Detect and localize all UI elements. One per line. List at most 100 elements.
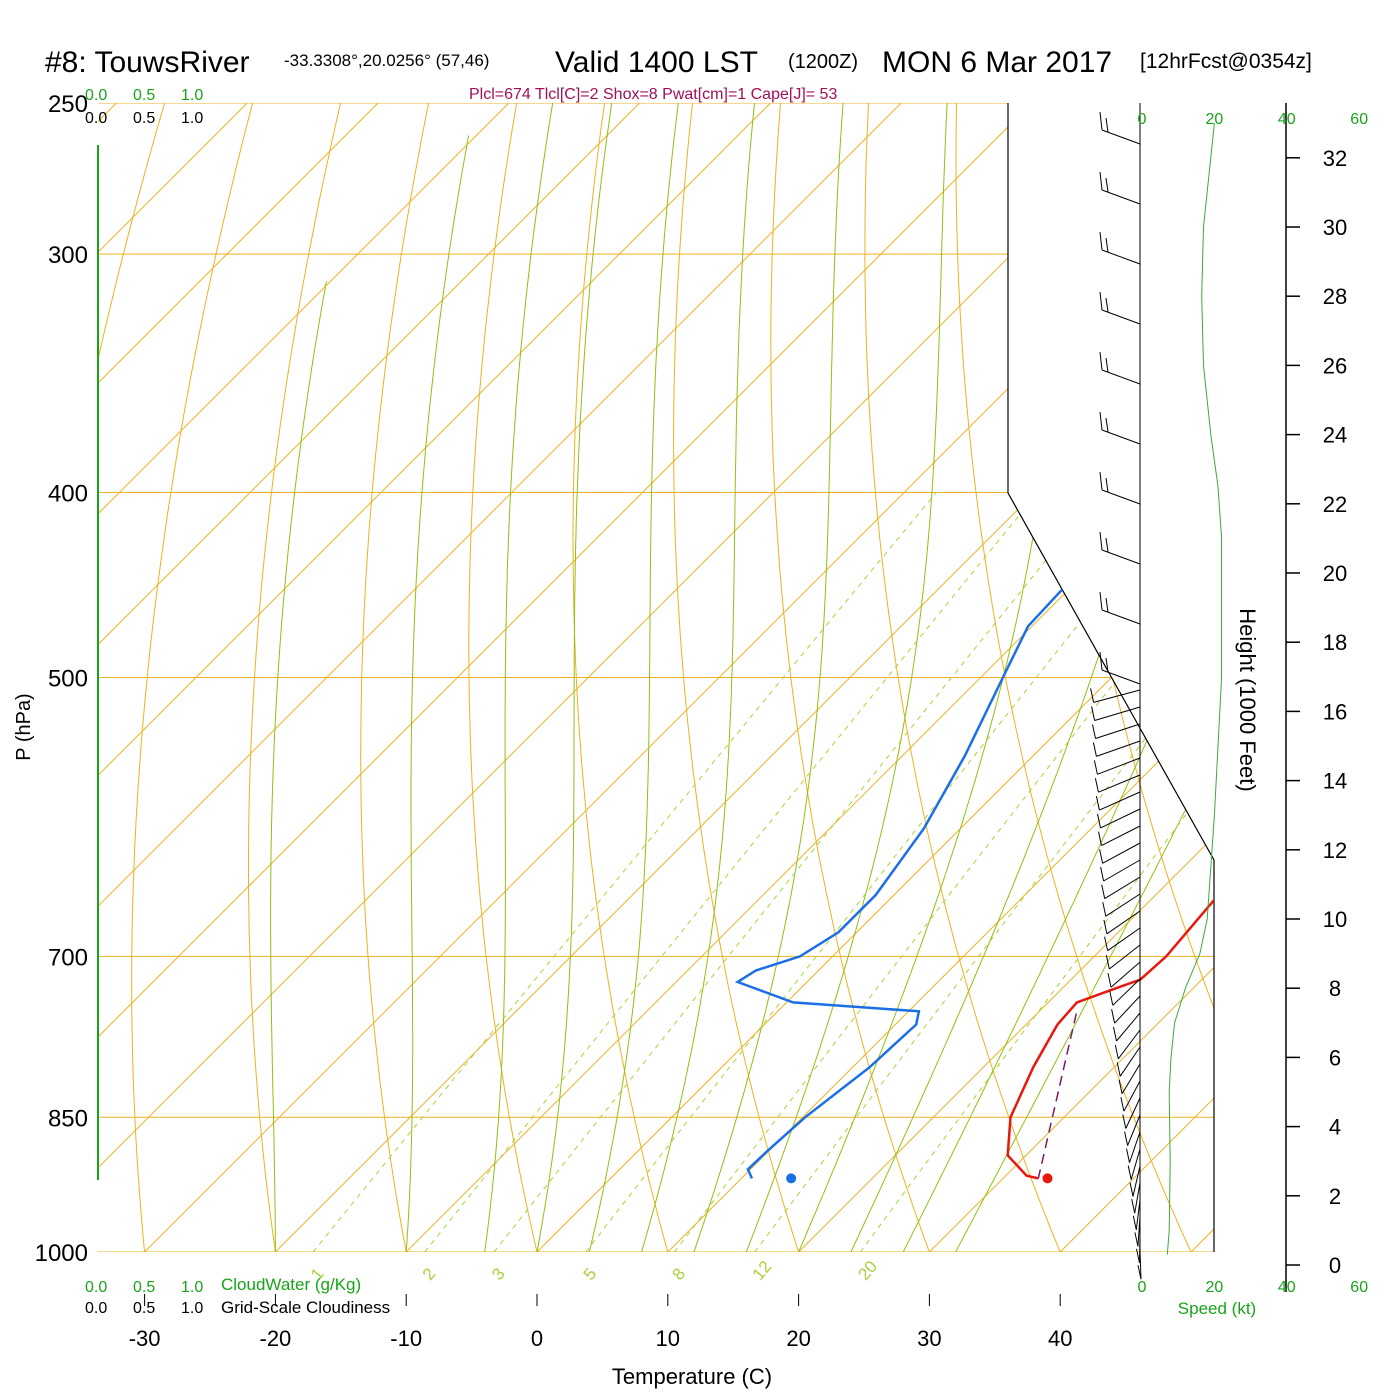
wind-barb-staff [1098, 774, 1141, 793]
mixing-ratio-line-3 [493, 492, 1101, 1252]
height-label-12: 12 [1323, 838, 1347, 863]
sounding-parameters: Plcl=674 Tlcl[C]=2 Shox=8 Pwat[cm]=1 Cap… [469, 86, 837, 103]
valid-date: MON 6 Mar 2017 [882, 46, 1112, 79]
wind-barb-flag [1099, 231, 1103, 251]
dry-adiabat-100 [1388, 34, 1400, 1300]
wind-barb-flag [1109, 991, 1114, 1006]
wind-barb-flag [1120, 1097, 1125, 1112]
wind-barb-flag [1105, 117, 1109, 133]
wind-barbs [1090, 111, 1142, 1280]
height-label-2: 2 [1329, 1184, 1341, 1209]
wind-barb-staff [1132, 1165, 1141, 1197]
isotherm--10 [365, 103, 1214, 1252]
wind-barb-staff [1101, 429, 1141, 445]
x-tick-label--20: -20 [260, 1326, 292, 1351]
dry-adiabat-0 [468, 103, 550, 1252]
moist-adiabat--20 [270, 281, 327, 1252]
wind-barb-staff [1107, 927, 1141, 952]
wind-barb-flag [1105, 357, 1109, 373]
wind-barb-flag [1090, 688, 1095, 703]
cloud-top2-label-1: 0.5 [133, 110, 155, 127]
wind-barb-flag [1091, 706, 1096, 721]
pressure-label-500: 500 [48, 666, 88, 693]
isotherm--90 [98, 103, 579, 1252]
wind-barb-staff [1101, 549, 1141, 565]
wind-barb-staff [1102, 842, 1141, 864]
isotherm-lines [98, 103, 1214, 1252]
speed-bottom-label-60: 60 [1350, 1279, 1368, 1296]
isotherm--120 [98, 103, 186, 1252]
wind-barb-staff [1104, 876, 1141, 900]
height-label-26: 26 [1323, 353, 1347, 378]
speed-top-label-0: 0 [1138, 111, 1147, 128]
dry-adiabat-10 [572, 103, 683, 1252]
wind-barb-flag [1122, 1114, 1127, 1129]
speed-top-label-20: 20 [1206, 111, 1224, 128]
wind-barb-flag [1093, 760, 1098, 775]
mixing-ratio-line-1 [312, 492, 937, 1252]
wind-barb-flag [1105, 537, 1109, 553]
moist-adiabat-16 [727, 103, 952, 1252]
wind-barb-flag [1105, 177, 1109, 193]
wind-barb-flag [1099, 471, 1103, 491]
station-title: #8: TouwsRiver [45, 46, 250, 79]
x-tick-label-20: 20 [786, 1326, 810, 1351]
wind-barb-staff [1139, 1250, 1142, 1280]
wind-barb-staff [1139, 1233, 1141, 1263]
moist-adiabat-8 [626, 103, 763, 1252]
cloud-top-label-0: 0.0 [85, 87, 107, 104]
height-label-20: 20 [1323, 561, 1347, 586]
height-label-6: 6 [1329, 1045, 1341, 1070]
pressure-label-300: 300 [48, 242, 88, 269]
height-label-0: 0 [1329, 1253, 1341, 1278]
isotherm-50 [1150, 103, 1214, 1252]
wind-barb-staff [1101, 309, 1141, 325]
x-axis-title: Temperature (C) [612, 1364, 772, 1389]
dry-adiabat-20 [673, 103, 816, 1252]
pressure-label-250: 250 [48, 91, 88, 118]
dry-adiabat-50 [955, 103, 1214, 1252]
wind-barb-flag [1092, 724, 1096, 739]
isotherm--70 [98, 103, 840, 1252]
isotherm--80 [98, 103, 710, 1252]
mixing-ratio-label-5: 5 [580, 1264, 601, 1283]
pressure-label-700: 700 [48, 944, 88, 971]
forecast-info: [12hrFcst@0354z] [1140, 50, 1312, 73]
zulu-time: (1200Z) [788, 51, 858, 73]
wind-barb-flag [1132, 1215, 1137, 1230]
pressure-label-1000: 1000 [35, 1240, 88, 1267]
wind-barb-staff [1101, 369, 1141, 385]
speed-bottom-label-40: 40 [1278, 1279, 1296, 1296]
isotherm--50 [98, 103, 1102, 1252]
mixing-ratio-label-3: 3 [488, 1264, 509, 1283]
height-label-18: 18 [1323, 630, 1347, 655]
speed-top-label-60: 60 [1350, 111, 1368, 128]
valid-time: Valid 1400 LST [555, 46, 758, 79]
isotherm-20 [757, 103, 1214, 1252]
speed-bottom-label-0: 0 [1138, 1279, 1147, 1296]
wind-barb-flag [1099, 351, 1103, 371]
wind-barb-flag [1099, 591, 1103, 611]
wind-barb-staff [1101, 249, 1141, 265]
wind-barb-flag [1107, 973, 1112, 988]
x-tick-label--30: -30 [129, 1326, 161, 1351]
height-label-22: 22 [1323, 492, 1347, 517]
wind-speed-line [1166, 123, 1223, 1255]
isotherm--40 [98, 103, 1214, 1252]
tropopause-frame [1007, 103, 1215, 1252]
wind-barb-staff [1112, 978, 1141, 1006]
speed-axis-title: Speed (kt) [1178, 1299, 1256, 1318]
wind-barb-flag [1104, 936, 1109, 951]
wind-barb-staff [1097, 757, 1141, 775]
cloud-top-label-1: 0.5 [133, 87, 155, 104]
moist-adiabat--4 [477, 103, 566, 1252]
moist-adiabat-32 [929, 103, 1214, 1252]
isotherm--110 [98, 103, 317, 1252]
wind-barb-flag [1114, 1044, 1119, 1059]
height-label-32: 32 [1323, 146, 1347, 171]
wind-barb-staff [1121, 1063, 1141, 1095]
wind-barb-staff [1101, 189, 1141, 205]
height-label-14: 14 [1323, 769, 1347, 794]
wind-barb-staff [1093, 689, 1141, 703]
moist-adiabat-0 [527, 103, 623, 1252]
